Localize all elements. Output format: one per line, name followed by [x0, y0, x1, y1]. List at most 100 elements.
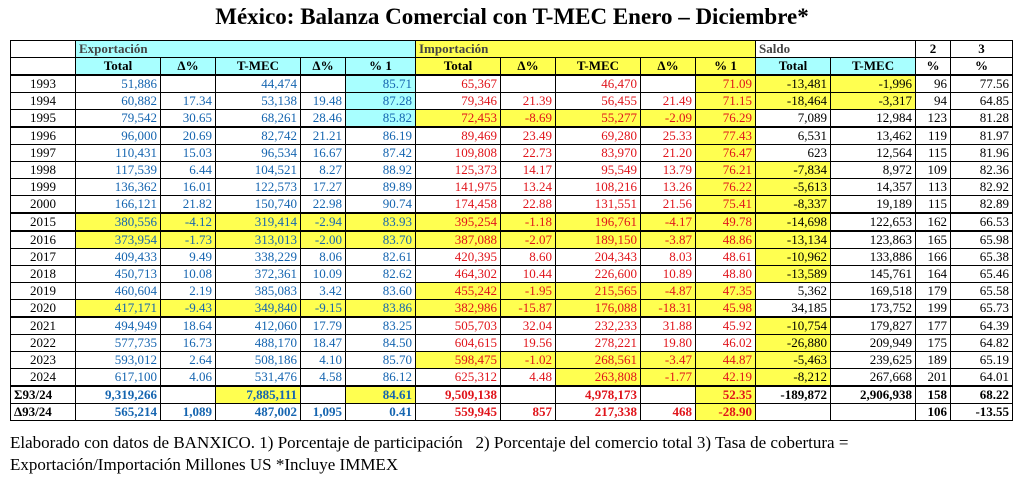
- cell: 487,002: [215, 403, 301, 421]
- cell: 18.47: [300, 334, 346, 352]
- group-header: Importación: [414, 40, 757, 58]
- cell: 23.49: [500, 126, 556, 145]
- cell: 6,531: [755, 126, 832, 145]
- data-row: 1998 117,539 6.44 104,521 8.27 88.92 125,373 14…: [10, 161, 1014, 179]
- cell: 189,150: [555, 230, 641, 249]
- cell: 409,433: [75, 248, 161, 266]
- cell: 8.60: [500, 248, 556, 266]
- cell: 76.47: [694, 144, 757, 162]
- row-label: 2022: [10, 334, 76, 352]
- cell: 577,735: [75, 334, 161, 352]
- cell: 87.42: [345, 144, 416, 162]
- cell: 13.26: [640, 178, 696, 196]
- cell: 2.64: [160, 351, 216, 369]
- cell: 109: [915, 161, 952, 179]
- cell: 319,414: [215, 212, 301, 232]
- data-row: 1995 79,542 30.65 68,261 28.46 85.82 72,453 -8.…: [10, 109, 1014, 128]
- cell: 494,949: [75, 316, 161, 335]
- cell: -3.87: [640, 230, 696, 249]
- cell: 373,954: [75, 230, 161, 249]
- data-row: 1993 51,886 44,474 85.71 65,367 46,470 71.09 -1…: [10, 74, 1014, 93]
- cell: 113: [915, 178, 952, 196]
- column-header: %: [950, 57, 1014, 76]
- cell: 10.89: [640, 265, 696, 283]
- cell: 0.41: [345, 403, 416, 421]
- cell: 115: [915, 195, 952, 214]
- cell: 89,469: [415, 126, 501, 145]
- cell: 164: [915, 265, 952, 283]
- cell: -2.07: [500, 230, 556, 249]
- cell: [500, 385, 556, 404]
- cell: 177: [915, 316, 952, 335]
- column-header: % 1: [694, 57, 757, 76]
- cell: 468: [640, 403, 696, 421]
- cell: 189: [915, 351, 952, 369]
- data-row: Δ93/24 565,214 1,089 487,002 1,095 0.41 559,94…: [10, 403, 1014, 421]
- cell: 313,013: [215, 230, 301, 249]
- row-label: Σ93/24: [10, 385, 76, 404]
- cell: -14,698: [755, 212, 832, 232]
- cell: 131,551: [555, 195, 641, 214]
- cell: 239,625: [830, 351, 917, 369]
- cell: 226,600: [555, 265, 641, 283]
- cell: 123: [915, 109, 952, 128]
- cell: -9.15: [300, 299, 346, 318]
- data-row: 1997 110,431 15.03 96,534 16.67 87.42 109,808 2…: [10, 144, 1014, 162]
- cell: 488,170: [215, 334, 301, 352]
- cell: 83.93: [345, 212, 416, 232]
- data-row: 2023 593,012 2.64 508,186 4.10 85.70 598,475 -1…: [10, 351, 1014, 369]
- cell: 75.41: [694, 195, 757, 214]
- cell: 21.20: [640, 144, 696, 162]
- cell: 25.33: [640, 126, 696, 145]
- footnote: Elaborado con datos de BANXICO. 1) Porce…: [10, 433, 853, 474]
- cell: 79,346: [415, 92, 501, 110]
- cell: -18,464: [755, 92, 832, 110]
- row-label: 1995: [10, 109, 76, 128]
- cell: 110,431: [75, 144, 161, 162]
- cell: 16.01: [160, 178, 216, 196]
- cell: 96: [915, 74, 952, 93]
- cell: 90.74: [345, 195, 416, 214]
- cell: 5,362: [755, 282, 832, 300]
- cell: 158: [915, 385, 952, 404]
- cell: 21.82: [160, 195, 216, 214]
- cell: -5,613: [755, 178, 832, 196]
- cell: 9.49: [160, 248, 216, 266]
- cell: 77.56: [950, 74, 1014, 93]
- cell: 83,970: [555, 144, 641, 162]
- cell: 42.19: [694, 368, 757, 387]
- cell: 49.78: [694, 212, 757, 232]
- cell: 109,808: [415, 144, 501, 162]
- cell: 82.89: [950, 195, 1014, 214]
- cell: 215,565: [555, 282, 641, 300]
- cell: 79,542: [75, 109, 161, 128]
- cell: 89.89: [345, 178, 416, 196]
- cell: -1.02: [500, 351, 556, 369]
- group-header: 2: [915, 40, 952, 58]
- cell: 531,476: [215, 368, 301, 387]
- cell: 85.70: [345, 351, 416, 369]
- cell: 21.39: [500, 92, 556, 110]
- cell: 21.49: [640, 92, 696, 110]
- cell: 4,978,173: [555, 385, 641, 404]
- title: México: Balanza Comercial con T-MEC Ener…: [215, 4, 809, 29]
- cell: 82.62: [345, 265, 416, 283]
- row-label: 2020: [10, 299, 76, 318]
- cell: 66.53: [950, 212, 1014, 232]
- cell: 508,186: [215, 351, 301, 369]
- cell: 4.06: [160, 368, 216, 387]
- cell: 87.28: [345, 92, 416, 110]
- cell: 108,216: [555, 178, 641, 196]
- cell: -8,212: [755, 368, 832, 387]
- cell: 15.03: [160, 144, 216, 162]
- column-header: [10, 57, 76, 76]
- row-label: 2016: [10, 230, 76, 249]
- cell: 104,521: [215, 161, 301, 179]
- cell: 2.19: [160, 282, 216, 300]
- trade-table: Exportación Importación Saldo 2 3 Total Δ% T-ME…: [10, 40, 1014, 421]
- data-row: 1996 96,000 20.69 82,742 21.21 86.19 89,469 23.…: [10, 126, 1014, 145]
- cell: 60,882: [75, 92, 161, 110]
- cell: 604,615: [415, 334, 501, 352]
- cell: 96,534: [215, 144, 301, 162]
- cell: [830, 403, 917, 421]
